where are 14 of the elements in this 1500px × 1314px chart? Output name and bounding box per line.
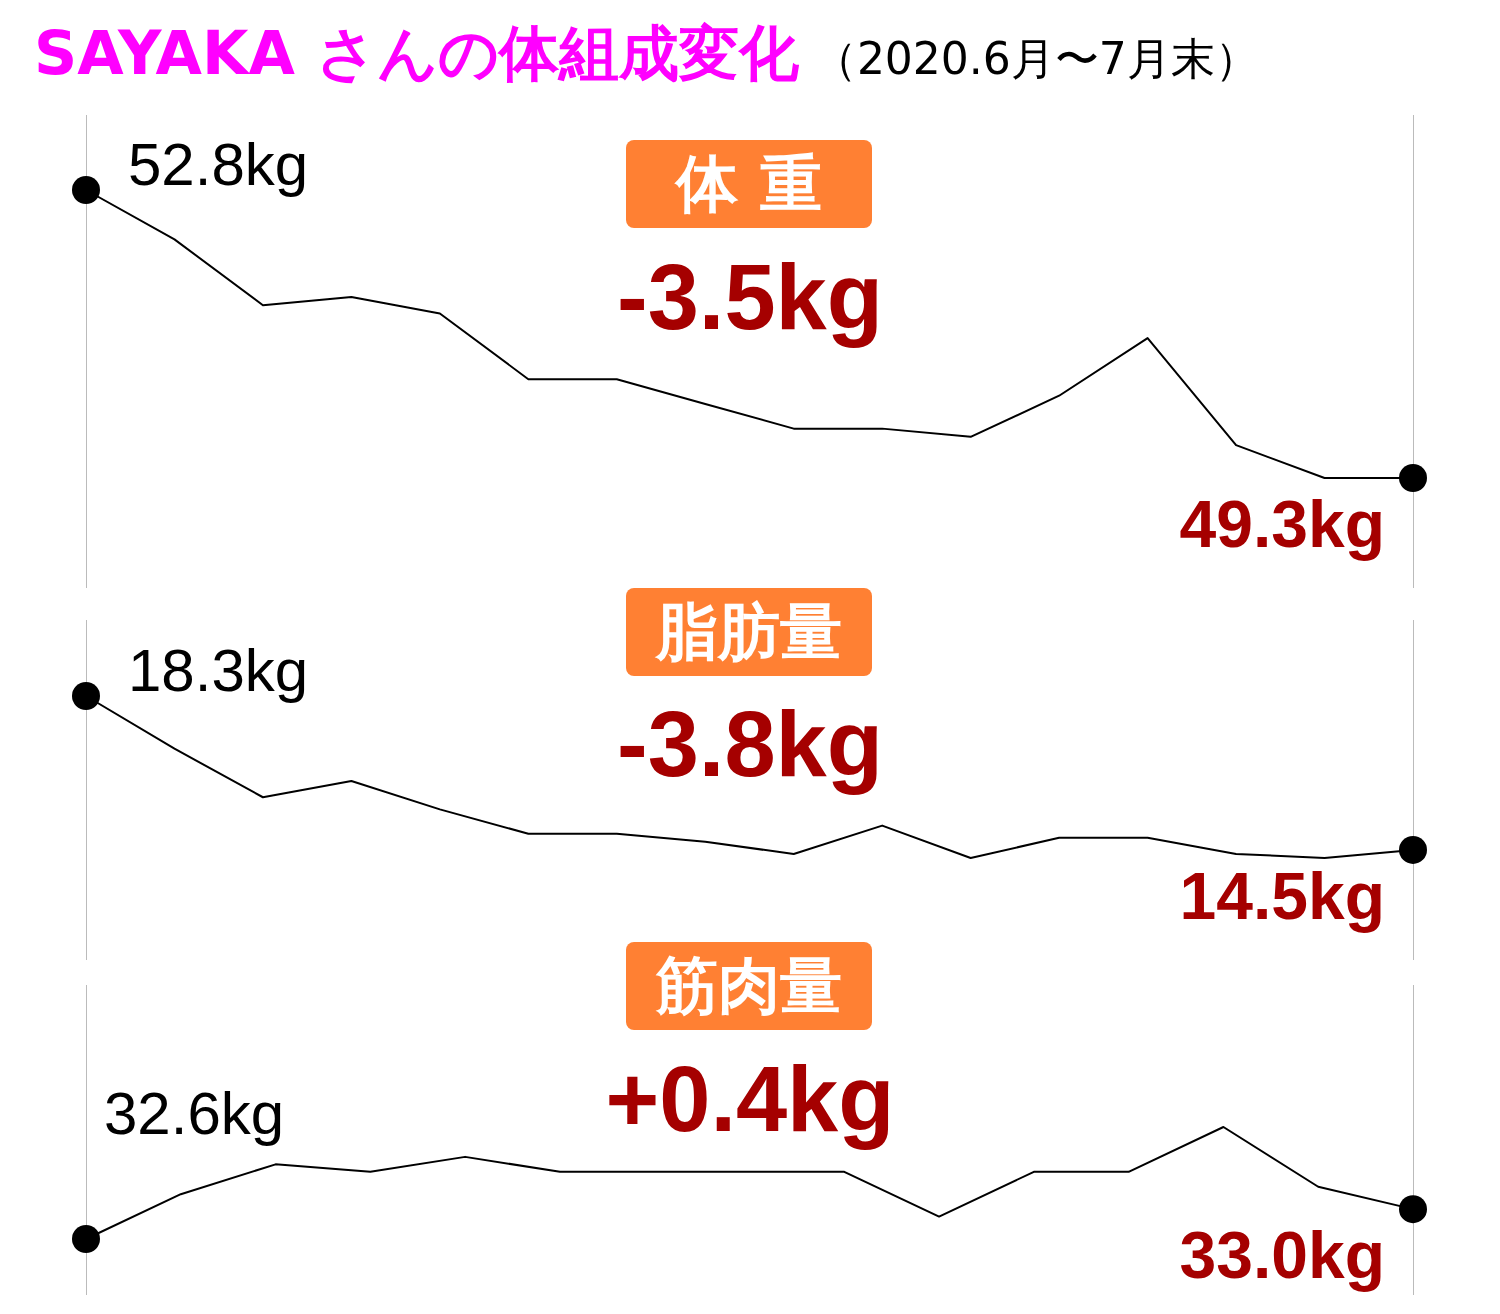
- chart-subtitle: （2020.6月〜7月末）: [812, 33, 1259, 84]
- data-label: 18.3kg: [128, 636, 309, 704]
- chart-title: SAYAKA さんの体組成変化: [34, 18, 799, 88]
- data-label: 32.6kg: [104, 1079, 285, 1147]
- annotation: 体 重: [626, 140, 872, 228]
- annotation: +0.4kg: [604, 1047, 896, 1152]
- text: 筋肉量: [626, 942, 872, 1030]
- annotation: -3.5kg: [616, 245, 884, 350]
- annotation: -3.8kg: [616, 692, 884, 797]
- data-label: 52.8kg: [128, 130, 309, 198]
- data-label: 33.0kg: [1179, 1218, 1385, 1293]
- data-label: 14.5kg: [1179, 859, 1385, 934]
- data-label: 49.3kg: [1179, 487, 1385, 562]
- text: 脂肪量: [626, 588, 872, 676]
